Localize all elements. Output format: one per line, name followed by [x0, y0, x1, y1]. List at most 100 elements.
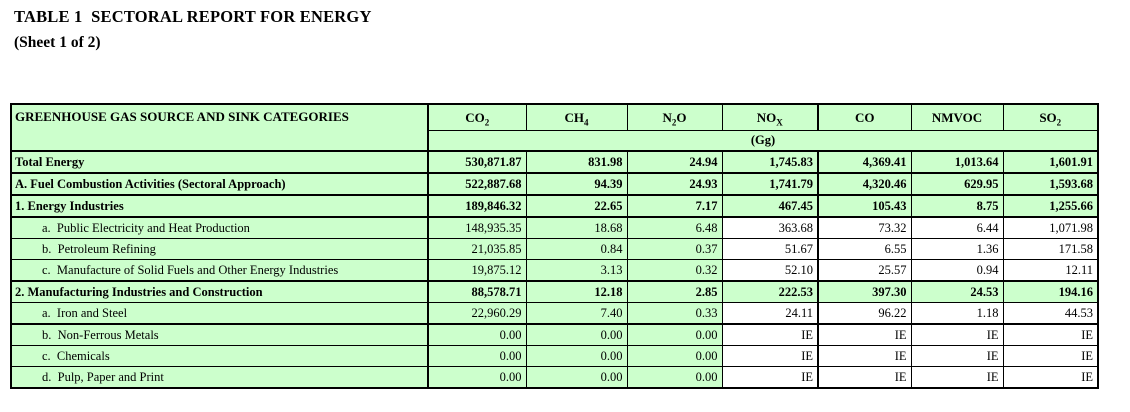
column-header-n2o: N2O [626, 103, 723, 131]
value-cell-ch4: 3.13 [525, 259, 628, 282]
category-cell: A. Fuel Combustion Activities (Sectoral … [10, 172, 429, 196]
gas-symbol: NMVOC [931, 109, 983, 125]
page-title: TABLE 1 SECTORAL REPORT FOR ENERGY [14, 7, 372, 26]
value-cell-nox: IE [721, 345, 819, 367]
sectoral-report-table: GREENHOUSE GAS SOURCE AND SINK CATEGORIE… [10, 103, 1099, 389]
value-cell-nmvoc: IE [910, 366, 1004, 389]
row-non-ferrous-metals: b. Non-Ferrous Metals 0.00 0.00 0.00 IE … [10, 323, 1099, 346]
report-title-block: TABLE 1 SECTORAL REPORT FOR ENERGY (Shee… [0, 0, 1130, 52]
sheet-label: (Sheet 1 of 2) [14, 34, 101, 51]
value-cell-nmvoc: IE [910, 323, 1004, 346]
value-cell-co2: 19,875.12 [427, 259, 527, 282]
value-cell-n2o: 0.37 [626, 238, 723, 260]
value-cell-nox: 467.45 [721, 194, 819, 218]
value-cell-n2o: 0.00 [626, 323, 723, 346]
category-cell: c. Chemicals [10, 345, 429, 367]
row-manufacturing-construction: 2. Manufacturing Industries and Construc… [10, 280, 1099, 303]
value-cell-so2: 1,255.66 [1002, 194, 1099, 218]
value-cell-ch4: 12.18 [525, 280, 628, 303]
value-cell-ch4: 0.00 [525, 366, 628, 389]
gas-symbol: CO [465, 109, 485, 125]
value-cell-co: 6.55 [817, 238, 912, 260]
category-cell: b. Non-Ferrous Metals [10, 323, 429, 346]
value-cell-co2: 530,871.87 [427, 150, 527, 174]
value-cell-nmvoc: IE [910, 345, 1004, 367]
value-cell-ch4: 94.39 [525, 172, 628, 196]
row-energy-industries: 1. Energy Industries 189,846.32 22.65 7.… [10, 194, 1099, 218]
gas-symbol: CO [855, 109, 875, 125]
category-cell: 2. Manufacturing Industries and Construc… [10, 280, 429, 303]
value-cell-n2o: 6.48 [626, 216, 723, 239]
row-solid-fuels-other-energy: c. Manufacture of Solid Fuels and Other … [10, 259, 1099, 282]
value-cell-ch4: 0.00 [525, 323, 628, 346]
value-cell-co: 25.57 [817, 259, 912, 282]
value-cell-nox: 1,741.79 [721, 172, 819, 196]
value-cell-ch4: 7.40 [525, 302, 628, 325]
column-header-nmvoc: NMVOC [910, 103, 1004, 131]
value-cell-co: IE [817, 323, 912, 346]
gas-subscript: 2 [484, 117, 490, 128]
value-cell-nmvoc: 24.53 [910, 280, 1004, 303]
value-cell-n2o: 0.00 [626, 366, 723, 389]
value-cell-ch4: 22.65 [525, 194, 628, 218]
value-cell-so2: 171.58 [1002, 238, 1099, 260]
category-cell: c. Manufacture of Solid Fuels and Other … [10, 259, 429, 282]
value-cell-so2: IE [1002, 323, 1099, 346]
value-cell-nmvoc: 0.94 [910, 259, 1004, 282]
gas-subscript: 4 [584, 117, 589, 128]
value-cell-co2: 148,935.35 [427, 216, 527, 239]
category-cell: Total Energy [10, 150, 429, 174]
value-cell-n2o: 0.32 [626, 259, 723, 282]
category-column-header: GREENHOUSE GAS SOURCE AND SINK CATEGORIE… [10, 103, 429, 152]
value-cell-nox: 222.53 [721, 280, 819, 303]
value-cell-nox: 24.11 [721, 302, 819, 325]
value-cell-ch4: 0.00 [525, 345, 628, 367]
column-header-co: CO [817, 103, 912, 131]
value-cell-nox: 363.68 [721, 216, 819, 239]
value-cell-co: 4,320.46 [817, 172, 912, 196]
value-cell-nmvoc: 629.95 [910, 172, 1004, 196]
gas-symbol: N [662, 109, 672, 125]
column-header-nox: NOX [721, 103, 819, 131]
value-cell-so2: IE [1002, 345, 1099, 367]
value-cell-nmvoc: 8.75 [910, 194, 1004, 218]
value-cell-so2: 194.16 [1002, 280, 1099, 303]
value-cell-co: 73.32 [817, 216, 912, 239]
value-cell-nox: 51.67 [721, 238, 819, 260]
value-cell-ch4: 831.98 [525, 150, 628, 174]
value-cell-co2: 189,846.32 [427, 194, 527, 218]
column-header-so2: SO2 [1002, 103, 1099, 131]
row-iron-and-steel: a. Iron and Steel 22,960.29 7.40 0.33 24… [10, 302, 1099, 325]
category-cell: a. Public Electricity and Heat Productio… [10, 216, 429, 239]
value-cell-co: IE [817, 345, 912, 367]
value-cell-nox: IE [721, 366, 819, 389]
value-cell-co2: 21,035.85 [427, 238, 527, 260]
gas-subscript: 2 [671, 117, 677, 128]
header-row-units: (Gg) [11, 130, 1099, 152]
gas-symbol: SO [1039, 109, 1057, 125]
column-header-ch4: CH4 [525, 103, 628, 131]
value-cell-nox: 52.10 [721, 259, 819, 282]
column-header-co2: CO2 [427, 103, 527, 131]
value-cell-n2o: 0.00 [626, 345, 723, 367]
value-cell-co2: 22,960.29 [427, 302, 527, 325]
value-cell-co: IE [817, 366, 912, 389]
value-cell-nmvoc: 1.36 [910, 238, 1004, 260]
value-cell-ch4: 18.68 [525, 216, 628, 239]
value-cell-nox: IE [721, 323, 819, 346]
value-cell-n2o: 7.17 [626, 194, 723, 218]
value-cell-co: 105.43 [817, 194, 912, 218]
value-cell-co2: 522,887.68 [427, 172, 527, 196]
row-fuel-combustion-activities: A. Fuel Combustion Activities (Sectoral … [10, 172, 1099, 196]
value-cell-n2o: 24.94 [626, 150, 723, 174]
category-cell: d. Pulp, Paper and Print [10, 366, 429, 389]
value-cell-co: 4,369.41 [817, 150, 912, 174]
value-cell-n2o: 0.33 [626, 302, 723, 325]
value-cell-so2: 44.53 [1002, 302, 1099, 325]
value-cell-co2: 88,578.71 [427, 280, 527, 303]
row-petroleum-refining: b. Petroleum Refining 21,035.85 0.84 0.3… [10, 238, 1099, 260]
value-cell-n2o: 2.85 [626, 280, 723, 303]
value-cell-co2: 0.00 [427, 366, 527, 389]
value-cell-co2: 0.00 [427, 345, 527, 367]
value-cell-nmvoc: 6.44 [910, 216, 1004, 239]
